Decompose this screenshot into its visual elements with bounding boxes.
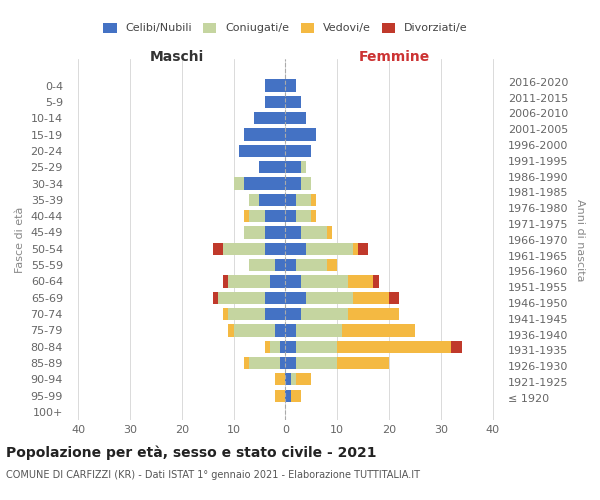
Bar (373, 276, 379, 287)
Bar (244, 210, 249, 222)
Bar (306, 292, 353, 304)
Bar (301, 161, 306, 173)
Bar (327, 226, 332, 238)
Bar (286, 340, 296, 353)
Bar (353, 292, 389, 304)
Bar (259, 161, 286, 173)
Bar (290, 390, 301, 402)
Bar (301, 226, 327, 238)
Bar (286, 128, 316, 140)
Bar (239, 145, 286, 157)
Bar (270, 340, 280, 353)
Bar (223, 308, 229, 320)
Bar (249, 357, 280, 369)
Bar (296, 194, 311, 206)
Bar (270, 276, 286, 287)
Bar (358, 242, 368, 255)
Bar (244, 357, 249, 369)
Bar (286, 292, 306, 304)
Bar (337, 340, 451, 353)
Bar (244, 128, 286, 140)
Bar (286, 390, 290, 402)
Bar (280, 357, 286, 369)
Bar (347, 308, 400, 320)
Bar (229, 308, 265, 320)
Bar (275, 373, 286, 386)
Bar (275, 324, 286, 336)
Text: Popolazione per età, sesso e stato civile - 2021: Popolazione per età, sesso e stato civil… (6, 446, 377, 460)
Bar (286, 259, 296, 271)
Bar (296, 259, 327, 271)
Bar (286, 242, 306, 255)
Bar (265, 96, 286, 108)
Bar (223, 242, 265, 255)
Bar (286, 210, 296, 222)
Bar (311, 210, 316, 222)
Bar (259, 194, 286, 206)
Bar (229, 276, 270, 287)
Bar (286, 357, 296, 369)
Bar (301, 308, 347, 320)
Text: COMUNE DI CARFIZZI (KR) - Dati ISTAT 1° gennaio 2021 - Elaborazione TUTTITALIA.I: COMUNE DI CARFIZZI (KR) - Dati ISTAT 1° … (6, 470, 420, 480)
Bar (296, 340, 337, 353)
Bar (249, 210, 265, 222)
Bar (311, 194, 316, 206)
Bar (265, 210, 286, 222)
Bar (249, 194, 259, 206)
Bar (213, 292, 218, 304)
Bar (229, 324, 233, 336)
Bar (343, 324, 415, 336)
Bar (296, 324, 343, 336)
Legend: Celibi/Nubili, Coniugati/e, Vedovi/e, Divorziati/e: Celibi/Nubili, Coniugati/e, Vedovi/e, Di… (99, 18, 472, 38)
Y-axis label: Anni di nascita: Anni di nascita (575, 198, 585, 281)
Bar (213, 242, 223, 255)
Bar (301, 276, 347, 287)
Bar (306, 242, 353, 255)
Bar (286, 226, 301, 238)
Bar (286, 161, 301, 173)
Bar (286, 308, 301, 320)
Bar (275, 259, 286, 271)
Bar (389, 292, 400, 304)
Text: Femmine: Femmine (359, 50, 430, 64)
Bar (233, 178, 244, 190)
Bar (353, 242, 358, 255)
Bar (218, 292, 265, 304)
Bar (286, 178, 301, 190)
Bar (265, 242, 286, 255)
Bar (337, 357, 389, 369)
Bar (290, 373, 296, 386)
Bar (286, 96, 301, 108)
Bar (286, 112, 306, 124)
Bar (265, 80, 286, 92)
Bar (286, 80, 296, 92)
Bar (286, 276, 301, 287)
Bar (254, 112, 286, 124)
Bar (286, 324, 296, 336)
Bar (233, 324, 275, 336)
Bar (265, 340, 270, 353)
Bar (347, 276, 373, 287)
Bar (296, 357, 337, 369)
Bar (327, 259, 337, 271)
Bar (265, 308, 286, 320)
Bar (275, 390, 286, 402)
Bar (296, 210, 311, 222)
Bar (265, 226, 286, 238)
Bar (286, 194, 296, 206)
Bar (249, 259, 275, 271)
Bar (244, 226, 265, 238)
Bar (280, 340, 286, 353)
Bar (223, 276, 229, 287)
Bar (286, 373, 290, 386)
Bar (296, 373, 311, 386)
Bar (265, 292, 286, 304)
Bar (244, 178, 286, 190)
Bar (286, 145, 311, 157)
Y-axis label: Fasce di età: Fasce di età (15, 206, 25, 273)
Text: Maschi: Maschi (149, 50, 204, 64)
Bar (451, 340, 461, 353)
Bar (301, 178, 311, 190)
